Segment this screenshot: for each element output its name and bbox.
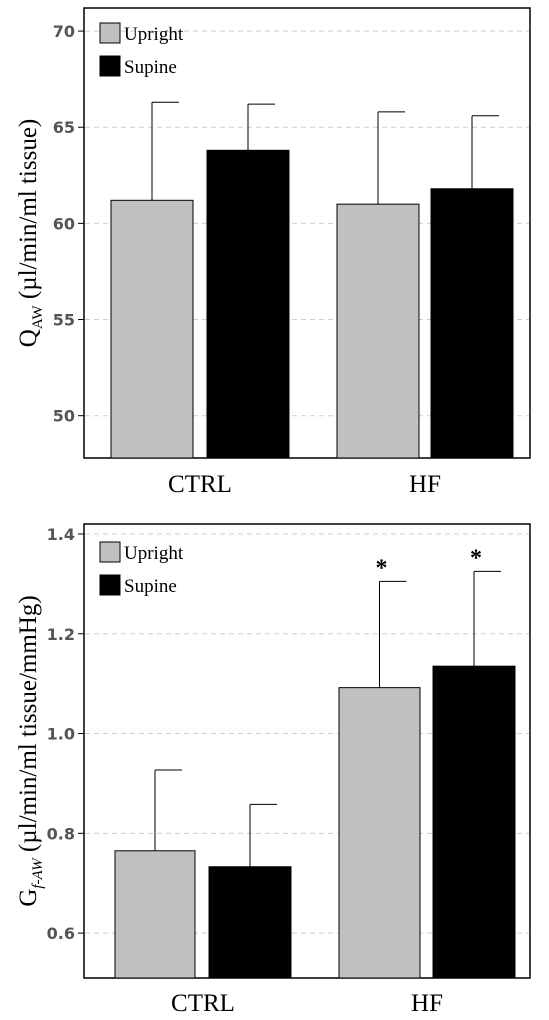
legend-swatch-upright (99, 22, 121, 44)
chart-bottom-gfaw: 0.6 0.8 1.0 1.2 1.4 CTRL HF * * Upright Supine Gf-A… (15, 523, 531, 1017)
y-axis-label-main: G (15, 889, 42, 907)
y-tick-label: 50 (53, 407, 75, 426)
y-axis-label-subscript: AW (30, 305, 46, 330)
y-tick-label: 0.8 (47, 824, 75, 843)
x-tick-label: HF (411, 990, 443, 1017)
legend-swatch-upright (99, 541, 121, 563)
y-tick-label: 1.4 (47, 525, 75, 544)
significance-asterisk: * (376, 555, 388, 581)
x-tick-label: CTRL (171, 990, 235, 1017)
bar-supine-hf (432, 665, 516, 979)
y-axis-label-main: Q (15, 329, 42, 347)
y-tick-label: 0.6 (47, 924, 75, 943)
y-tick-label: 65 (53, 118, 75, 137)
significance-asterisk: * (470, 545, 482, 571)
bar-supine-ctrl (206, 149, 290, 459)
y-tick-label: 70 (53, 22, 75, 41)
bar-upright-hf (336, 203, 420, 459)
bar-supine-hf (430, 188, 514, 459)
y-tick-label: 60 (53, 214, 75, 233)
legend-swatch-supine (99, 574, 121, 596)
y-axis-label: QAW (µl/min/ml tissue) (15, 119, 46, 347)
legend-label-supine: Supine (124, 576, 177, 597)
legend-label-upright: Upright (124, 24, 184, 45)
y-tick-label: 1.2 (47, 625, 75, 644)
x-tick-label: CTRL (168, 471, 232, 498)
bar-supine-ctrl (208, 866, 292, 979)
legend-swatch-supine (99, 55, 121, 77)
x-tick-label: HF (409, 471, 441, 498)
y-tick-label: 55 (53, 311, 75, 330)
y-tick-label: 1.0 (47, 725, 75, 744)
bar-upright-ctrl (110, 199, 194, 459)
chart-top-qaw: 50 55 60 65 70 CTRL HF Upright Supine QAW (µl/min… (15, 7, 531, 498)
bar-upright-hf (338, 687, 421, 979)
y-axis-label-subscript: f-AW (30, 857, 46, 889)
y-axis-label-units: (µl/min/ml tissue/mmHg) (15, 595, 42, 858)
bar-upright-ctrl (114, 850, 196, 979)
legend-label-upright: Upright (124, 543, 184, 564)
y-axis-label-units: (µl/min/ml tissue) (15, 119, 42, 306)
legend-label-supine: Supine (124, 57, 177, 78)
y-axis-label: Gf-AW (µl/min/ml tissue/mmHg) (15, 595, 46, 906)
